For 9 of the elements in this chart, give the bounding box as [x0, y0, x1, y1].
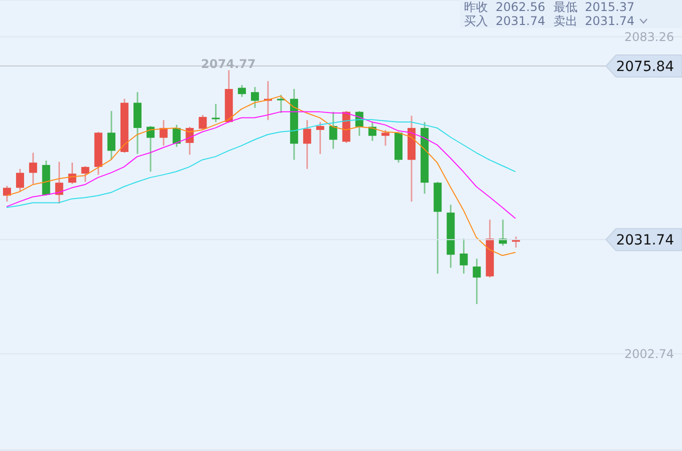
quote-panel: 昨收 2062.56 最低 2015.37 买入 2031.74 卖出 2031.74	[460, 0, 682, 28]
annotation: 买入 2031.74	[464, 14, 546, 28]
ref-line-label: 2031.74	[616, 232, 674, 249]
annotation: 昨收 2062.56	[464, 0, 546, 14]
y-tick-label: 2083.26	[624, 30, 674, 44]
y-tick-label: 2002.74	[624, 347, 674, 362]
annotation: 2074.77	[201, 57, 256, 72]
line-series	[6, 111, 516, 220]
ref-line-label: 2075.84	[616, 58, 674, 75]
